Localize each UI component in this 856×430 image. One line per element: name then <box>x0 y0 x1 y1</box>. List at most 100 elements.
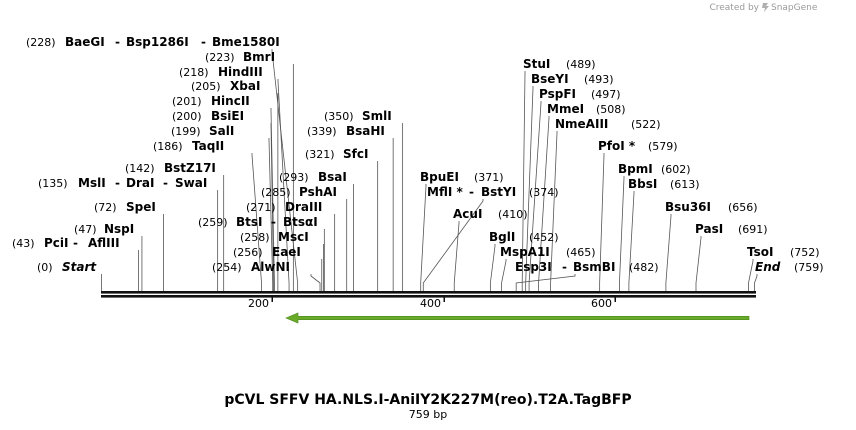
site-mfli-bstyi[interactable]: MflI * - BstYI (374) <box>427 185 559 199</box>
site-baegi-group[interactable]: (228) BaeGI - Bsp1286I - Bme1580I <box>26 35 280 49</box>
site-nmeaiii[interactable]: NmeAIII (522) <box>555 117 661 131</box>
site-name[interactable]: MmeI <box>547 102 584 116</box>
site-eaei[interactable]: (256) EaeI <box>233 245 301 259</box>
site-pshai[interactable]: (285) PshAI <box>261 185 337 199</box>
site-pfoi[interactable]: PfoI * (579) <box>598 139 678 153</box>
site-end[interactable]: End (759) <box>755 260 824 274</box>
feature-arrow-shape[interactable] <box>285 312 750 324</box>
site-bpuei[interactable]: BpuEI (371) <box>420 170 504 184</box>
site-name[interactable]: Bsu36I <box>665 200 711 214</box>
site-name[interactable]: TaqII <box>192 139 224 153</box>
site-name[interactable]: End <box>755 260 781 274</box>
site-draiii[interactable]: (271) DraIII <box>246 200 322 214</box>
site-pci-aflIII[interactable]: (43) PciI - AflIII <box>12 236 120 250</box>
site-mmei[interactable]: MmeI (508) <box>547 102 626 116</box>
site-bbsi[interactable]: BbsI (613) <box>628 177 700 191</box>
site-bgli[interactable]: BglI (452) <box>489 230 559 244</box>
site-bsai[interactable]: (293) BsaI <box>279 170 347 184</box>
site-pasi[interactable]: PasI (691) <box>695 222 768 236</box>
site-name[interactable]: MscI <box>278 230 309 244</box>
site-name[interactable]: BpmI <box>618 162 653 176</box>
site-name[interactable]: BbsI <box>628 177 657 191</box>
site-name[interactable]: BpuEI <box>420 170 459 184</box>
site-name[interactable]: SmlI <box>362 109 392 123</box>
site-name[interactable]: SfcI <box>343 147 368 161</box>
site-name[interactable]: Bme1580I <box>212 35 280 49</box>
site-sali[interactable]: (199) SalI <box>171 124 234 138</box>
site-name[interactable]: SalI <box>209 124 234 138</box>
site-name[interactable]: PciI <box>44 236 69 250</box>
site-msci[interactable]: (258) MscI <box>240 230 309 244</box>
site-taqii[interactable]: (186) TaqII <box>153 139 224 153</box>
site-name[interactable]: BstZ17I <box>164 161 216 175</box>
site-hincii[interactable]: (201) HincII <box>172 94 250 108</box>
site-name[interactable]: AlwNI <box>251 260 290 274</box>
site-name[interactable]: BtsI <box>236 215 263 229</box>
site-name[interactable]: AcuI <box>453 207 482 221</box>
site-pspfi[interactable]: PspFI (497) <box>539 87 621 101</box>
site-start[interactable]: (0) Start <box>37 260 97 274</box>
site-nspi[interactable]: (47) NspI <box>74 222 134 236</box>
site-name[interactable]: DraIII <box>285 200 322 214</box>
site-name[interactable]: PshAI <box>299 185 337 199</box>
site-name[interactable]: NmeAIII <box>555 117 608 131</box>
site-name[interactable]: MslI <box>78 176 106 190</box>
site-name[interactable]: StuI <box>523 57 550 71</box>
site-xbai[interactable]: (205) XbaI <box>191 79 260 93</box>
site-name[interactable]: BstYI <box>481 185 516 199</box>
site-separator: - <box>115 176 120 190</box>
site-esp3i-bsmbi[interactable]: Esp3I - BsmBI (482) <box>515 260 659 274</box>
site-name[interactable]: HindIII <box>218 65 263 79</box>
site-stui[interactable]: StuI (489) <box>523 57 596 71</box>
cut-site-line <box>453 221 460 291</box>
site-name[interactable]: MspA1I <box>500 245 550 259</box>
site-name[interactable]: BsmBI <box>573 260 615 274</box>
site-sfci[interactable]: (321) SfcI <box>305 147 368 161</box>
site-position: (752) <box>790 246 820 259</box>
site-name[interactable]: MflI * <box>427 185 463 199</box>
site-position: (72) <box>94 201 117 214</box>
site-name[interactable]: BsiEI <box>211 109 244 123</box>
site-msli-drai-swai[interactable]: (135) MslI - DraI - SwaI <box>38 176 207 190</box>
site-hindiii[interactable]: (218) HindIII <box>179 65 263 79</box>
site-position: (465) <box>566 246 596 259</box>
site-name[interactable]: XbaI <box>230 79 260 93</box>
site-name[interactable]: DraI <box>126 176 154 190</box>
site-name[interactable]: TsoI <box>747 245 773 259</box>
site-name[interactable]: BsaI <box>318 170 347 184</box>
site-position: (374) <box>529 186 559 199</box>
site-smli[interactable]: (350) SmlI <box>324 109 392 123</box>
site-mspa1i[interactable]: MspA1I (465) <box>500 245 596 259</box>
site-bsu36i[interactable]: Bsu36I (656) <box>665 200 758 214</box>
site-spei[interactable]: (72) SpeI <box>94 200 156 214</box>
site-name[interactable]: BseYI <box>531 72 569 86</box>
site-name[interactable]: SpeI <box>126 200 156 214</box>
site-name[interactable]: BsaHI <box>346 124 385 138</box>
site-bpmi[interactable]: BpmI (602) <box>618 162 691 176</box>
site-name[interactable]: BaeGI <box>65 35 105 49</box>
site-name[interactable]: PasI <box>695 222 723 236</box>
site-bstz17i[interactable]: (142) BstZ17I <box>125 161 216 175</box>
site-bsahi[interactable]: (339) BsaHI <box>307 124 385 138</box>
site-name[interactable]: BtsαI <box>283 215 318 229</box>
site-bsiei[interactable]: (200) BsiEI <box>172 109 244 123</box>
site-tsoi[interactable]: TsoI (752) <box>747 245 820 259</box>
site-name[interactable]: Esp3I <box>515 260 552 274</box>
site-acui[interactable]: AcuI (410) <box>453 207 528 221</box>
site-alwni[interactable]: (254) AlwNI <box>212 260 290 274</box>
site-name[interactable]: NspI <box>104 222 134 236</box>
site-name[interactable]: Start <box>62 260 97 274</box>
feature-arrow[interactable] <box>285 312 750 324</box>
site-name[interactable]: BglI <box>489 230 515 244</box>
site-name[interactable]: PfoI * <box>598 139 636 153</box>
site-name[interactable]: SwaI <box>175 176 207 190</box>
site-name[interactable]: EaeI <box>272 245 301 259</box>
site-name[interactable]: PspFI <box>539 87 576 101</box>
site-btsi-btsai[interactable]: (259) BtsI - BtsαI <box>198 215 318 229</box>
site-name[interactable]: HincII <box>211 94 250 108</box>
site-bmri[interactable]: (223) BmrI <box>205 50 275 64</box>
site-name[interactable]: BmrI <box>243 50 275 64</box>
site-name[interactable]: AflIII <box>88 236 120 250</box>
site-bseyi[interactable]: BseYI (493) <box>531 72 614 86</box>
site-name[interactable]: Bsp1286I <box>126 35 189 49</box>
